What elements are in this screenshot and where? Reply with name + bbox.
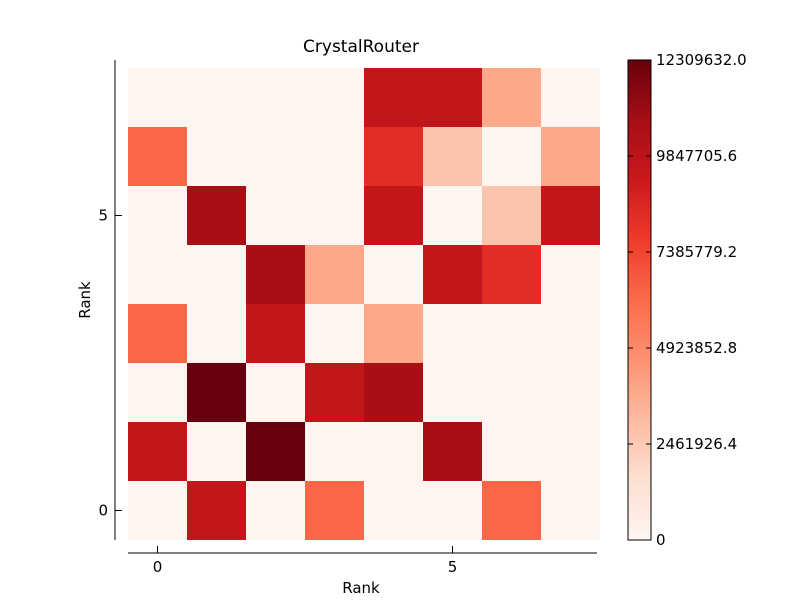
heatmap-cell — [187, 304, 246, 363]
heatmap-cell — [305, 127, 364, 186]
heatmap-cell — [423, 186, 482, 245]
heatmap-cell — [305, 481, 364, 540]
heatmap-cell — [423, 481, 482, 540]
heatmap-cell — [128, 363, 187, 422]
heatmap-cell — [541, 245, 600, 304]
heatmap-cell — [423, 422, 482, 481]
heatmap-cell — [246, 481, 305, 540]
heatmap-cell — [128, 304, 187, 363]
y-ticks: 05 — [98, 207, 122, 520]
heatmap-cell — [423, 304, 482, 363]
heatmap-cell — [364, 127, 423, 186]
chart-title: CrystalRouter — [303, 37, 419, 57]
heatmap-cell — [246, 186, 305, 245]
heatmap-cell — [187, 363, 246, 422]
heatmap-cell — [305, 245, 364, 304]
heatmap-cell — [305, 68, 364, 127]
heatmap-cell — [364, 68, 423, 127]
heatmap-cell — [305, 304, 364, 363]
heatmap-cell — [128, 127, 187, 186]
heatmap-cell — [482, 363, 541, 422]
colorbar-ticks: 0 2461926.4 4923852.8 7385779.2 9847705.6 123… — [628, 51, 747, 549]
heatmap-cell — [541, 363, 600, 422]
heatmap-cell — [128, 68, 187, 127]
heatmap-cell — [423, 245, 482, 304]
heatmap-cell — [364, 304, 423, 363]
heatmap-cell — [482, 422, 541, 481]
heatmap-cell — [187, 422, 246, 481]
colorbar-tick-label: 4923852.8 — [656, 339, 737, 357]
heatmap-cell — [423, 127, 482, 186]
x-tick-label: 5 — [448, 558, 458, 576]
heatmap-cell — [246, 245, 305, 304]
colorbar-tick-label: 0 — [656, 531, 666, 549]
heatmap-cell — [246, 68, 305, 127]
heatmap-cell — [541, 422, 600, 481]
heatmap-cell — [482, 245, 541, 304]
heatmap-cell — [364, 245, 423, 304]
y-tick-label: 5 — [98, 207, 108, 225]
heatmap-cell — [187, 127, 246, 186]
colorbar-tick-label: 7385779.2 — [656, 243, 737, 261]
colorbar-tick-label: 2461926.4 — [656, 435, 737, 453]
heatmap-cell — [246, 422, 305, 481]
heatmap-cell — [246, 127, 305, 186]
heatmap-cell — [482, 127, 541, 186]
heatmap-cell — [364, 186, 423, 245]
heatmap-cell — [305, 422, 364, 481]
x-axis-label: Rank — [342, 579, 380, 597]
heatmap-cell — [187, 245, 246, 304]
y-tick-label: 0 — [98, 502, 108, 520]
heatmap-cell — [364, 422, 423, 481]
heatmap-cell — [128, 245, 187, 304]
heatmap-cell — [423, 363, 482, 422]
heatmap-cell — [482, 68, 541, 127]
colorbar — [627, 59, 652, 541]
heatmap-cells — [128, 68, 600, 540]
heatmap-cell — [482, 186, 541, 245]
heatmap-cell — [482, 481, 541, 540]
heatmap-cell — [187, 481, 246, 540]
colorbar-tick-label: 9847705.6 — [656, 147, 737, 165]
colorbar-tick-label: 12309632.0 — [656, 51, 747, 69]
x-tick-label: 0 — [153, 558, 163, 576]
heatmap-cell — [187, 186, 246, 245]
heatmap-cell — [541, 68, 600, 127]
heatmap-cell — [541, 127, 600, 186]
heatmap-cell — [541, 186, 600, 245]
heatmap-cell — [541, 304, 600, 363]
heatmap-cell — [246, 363, 305, 422]
heatmap-cell — [246, 304, 305, 363]
heatmap-cell — [128, 481, 187, 540]
heatmap-cell — [541, 481, 600, 540]
heatmap-cell — [305, 363, 364, 422]
heatmap-cell — [305, 186, 364, 245]
y-axis-label: Rank — [76, 281, 94, 319]
heatmap-cell — [364, 363, 423, 422]
heatmap-cell — [128, 186, 187, 245]
heatmap-cell — [187, 68, 246, 127]
heatmap-cell — [482, 304, 541, 363]
heatmap-cell — [364, 481, 423, 540]
heatmap-cell — [423, 68, 482, 127]
heatmap-cell — [128, 422, 187, 481]
